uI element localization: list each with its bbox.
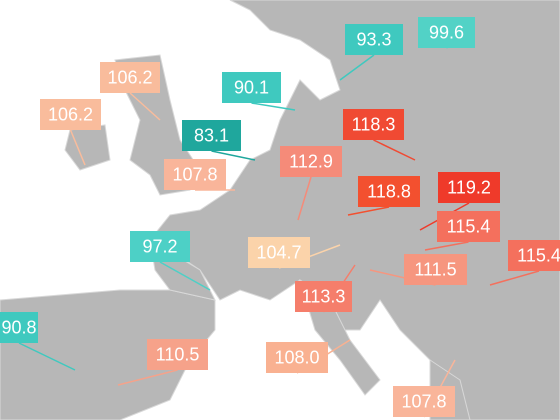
label-text: 107.8 <box>172 164 217 184</box>
label-box <box>358 176 420 207</box>
map-label: 107.8 <box>164 159 235 191</box>
label-text: 83.1 <box>194 125 229 145</box>
label-box <box>147 339 208 370</box>
label-text: 112.9 <box>289 151 333 171</box>
label-box <box>164 159 226 190</box>
map-label: 90.8 <box>0 312 76 371</box>
map-label: 106.2 <box>100 62 161 121</box>
map-label: 83.1 <box>182 120 256 161</box>
map-label: 93.3 <box>339 24 403 81</box>
leader-line <box>159 261 211 291</box>
label-box <box>40 99 101 130</box>
leader-line <box>373 139 416 161</box>
label-text: 99.6 <box>429 22 464 42</box>
label-text: 97.2 <box>142 236 177 256</box>
label-text: 115.4 <box>447 216 491 236</box>
label-box <box>280 146 342 177</box>
map-label: 97.2 <box>130 231 211 291</box>
leader-line <box>117 369 178 386</box>
map-label: 90.1 <box>222 72 296 111</box>
label-text: 106.2 <box>48 104 93 124</box>
map-label: 115.4 <box>489 240 560 286</box>
label-box <box>508 240 560 271</box>
leader-line <box>69 129 86 166</box>
map-label: 106.2 <box>40 99 101 166</box>
map-label: 112.9 <box>280 146 342 221</box>
label-text: 104.7 <box>256 242 301 262</box>
leader-line <box>211 150 256 161</box>
leader-line <box>297 176 312 221</box>
map-label: 115.4 <box>424 211 500 251</box>
label-box <box>393 386 455 417</box>
label-box <box>418 17 475 48</box>
map-label: 118.3 <box>343 109 416 161</box>
leader-line <box>347 206 390 216</box>
label-text: 93.3 <box>356 29 391 49</box>
map-label: 119.2 <box>419 172 500 231</box>
label-text: 90.1 <box>234 77 269 97</box>
map-label: 107.8 <box>393 359 456 418</box>
label-box <box>130 231 190 262</box>
label-box <box>222 72 281 103</box>
map-label: 111.5 <box>369 254 467 286</box>
label-text: 111.5 <box>414 259 456 279</box>
label-text: 119.2 <box>447 177 491 197</box>
label-box <box>0 312 38 343</box>
label-box <box>345 24 403 55</box>
label-text: 115.4 <box>517 245 560 265</box>
label-text: 113.3 <box>302 286 346 306</box>
label-box <box>404 254 467 285</box>
label-box <box>100 62 160 93</box>
label-text: 107.8 <box>401 391 446 411</box>
leader-line <box>251 102 296 111</box>
label-box <box>295 281 352 312</box>
leader-line <box>489 270 540 286</box>
label-text: 118.8 <box>367 181 411 201</box>
map-label: 118.8 <box>347 176 420 216</box>
map-label: 99.6 <box>418 17 475 49</box>
map-label: 113.3 <box>295 264 356 313</box>
label-box <box>248 237 310 268</box>
label-box <box>266 342 328 373</box>
leader-line <box>18 342 76 371</box>
label-text: 108.0 <box>274 347 319 367</box>
label-box <box>343 109 404 140</box>
map-label: 104.7 <box>248 237 341 269</box>
label-text: 90.8 <box>1 317 36 337</box>
label-text: 118.3 <box>352 114 396 134</box>
label-text: 106.2 <box>107 67 152 87</box>
label-text: 110.5 <box>156 344 200 364</box>
label-box <box>437 211 500 242</box>
label-box <box>182 120 241 151</box>
map-label: 110.5 <box>117 339 208 386</box>
label-box <box>438 172 500 203</box>
map-label: 108.0 <box>266 339 351 374</box>
leader-line <box>129 92 161 121</box>
leader-line <box>339 54 375 81</box>
leader-line <box>424 241 469 251</box>
